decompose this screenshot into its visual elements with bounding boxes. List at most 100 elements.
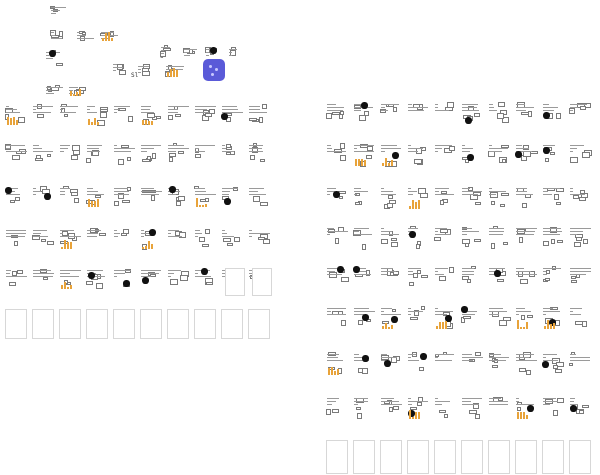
board-thumbnail[interactable] bbox=[542, 352, 564, 376]
board-thumbnail[interactable] bbox=[542, 440, 564, 474]
board-thumbnail[interactable] bbox=[86, 228, 108, 250]
board-thumbnail[interactable] bbox=[326, 306, 348, 330]
board-thumbnail[interactable] bbox=[434, 186, 456, 210]
board-thumbnail[interactable] bbox=[248, 228, 270, 250]
board-thumbnail[interactable] bbox=[205, 47, 221, 57]
board-thumbnail[interactable] bbox=[194, 228, 216, 250]
board-thumbnail[interactable] bbox=[353, 352, 375, 376]
board-thumbnail[interactable] bbox=[76, 30, 94, 42]
board-thumbnail[interactable] bbox=[248, 143, 270, 165]
board-thumbnail[interactable] bbox=[353, 143, 375, 167]
board-thumbnail[interactable] bbox=[569, 352, 591, 376]
board-thumbnail[interactable] bbox=[113, 309, 135, 339]
board-thumbnail[interactable] bbox=[434, 143, 456, 167]
board-thumbnail[interactable] bbox=[461, 226, 483, 250]
board-thumbnail[interactable] bbox=[569, 440, 591, 474]
board-thumbnail[interactable] bbox=[542, 186, 564, 210]
board-thumbnail[interactable] bbox=[542, 306, 564, 330]
board-thumbnail[interactable] bbox=[32, 228, 54, 250]
board-thumbnail[interactable] bbox=[140, 143, 162, 165]
board-thumbnail[interactable] bbox=[461, 186, 483, 210]
board-thumbnail[interactable] bbox=[50, 30, 68, 42]
board-thumbnail[interactable] bbox=[45, 85, 63, 97]
board-thumbnail[interactable] bbox=[353, 102, 375, 126]
board-thumbnail[interactable] bbox=[488, 102, 510, 126]
board-thumbnail[interactable] bbox=[248, 309, 270, 339]
board-thumbnail[interactable] bbox=[380, 440, 402, 474]
board-thumbnail[interactable] bbox=[32, 309, 54, 339]
board-thumbnail[interactable] bbox=[380, 306, 402, 330]
board-thumbnail[interactable] bbox=[32, 186, 54, 208]
board-thumbnail[interactable] bbox=[86, 268, 108, 290]
board-thumbnail[interactable] bbox=[488, 306, 511, 330]
board-thumbnail[interactable] bbox=[515, 143, 538, 167]
board-thumbnail[interactable] bbox=[569, 396, 591, 420]
board-thumbnail[interactable] bbox=[5, 309, 27, 339]
board-thumbnail[interactable] bbox=[542, 226, 564, 250]
board-thumbnail[interactable] bbox=[5, 228, 27, 250]
board-thumbnail[interactable] bbox=[353, 306, 375, 330]
board-thumbnail[interactable] bbox=[326, 143, 348, 167]
board-thumbnail[interactable] bbox=[248, 186, 270, 208]
board-thumbnail[interactable] bbox=[569, 186, 591, 210]
board-thumbnail[interactable] bbox=[32, 104, 54, 126]
board-thumbnail[interactable] bbox=[86, 104, 108, 126]
board-thumbnail[interactable] bbox=[434, 266, 456, 290]
board-thumbnail[interactable] bbox=[112, 62, 126, 76]
board-thumbnail[interactable] bbox=[515, 186, 537, 210]
board-thumbnail[interactable] bbox=[380, 186, 402, 210]
board-thumbnail[interactable] bbox=[380, 143, 402, 167]
board-thumbnail[interactable] bbox=[45, 50, 63, 72]
board-thumbnail[interactable] bbox=[326, 186, 348, 210]
board-thumbnail[interactable] bbox=[140, 228, 162, 250]
board-thumbnail[interactable] bbox=[488, 440, 510, 474]
board-thumbnail[interactable] bbox=[194, 143, 216, 165]
board-thumbnail[interactable] bbox=[488, 266, 510, 290]
board-thumbnail[interactable] bbox=[569, 143, 592, 167]
board-thumbnail[interactable] bbox=[515, 396, 537, 420]
board-thumbnail[interactable] bbox=[569, 306, 591, 330]
board-thumbnail[interactable] bbox=[194, 309, 216, 339]
board-thumbnail[interactable] bbox=[32, 143, 54, 165]
board-thumbnail[interactable] bbox=[461, 143, 483, 167]
board-thumbnail[interactable] bbox=[569, 226, 591, 250]
board-thumbnail[interactable] bbox=[5, 186, 27, 208]
board-thumbnail[interactable] bbox=[380, 102, 402, 126]
board-thumbnail[interactable] bbox=[228, 47, 244, 57]
board-thumbnail[interactable] bbox=[167, 143, 189, 165]
board-thumbnail[interactable] bbox=[542, 102, 564, 126]
board-thumbnail[interactable] bbox=[515, 440, 537, 474]
board-thumbnail[interactable] bbox=[488, 226, 510, 250]
board-thumbnail[interactable] bbox=[194, 104, 216, 126]
board-thumbnail[interactable] bbox=[59, 228, 81, 250]
board-thumbnail[interactable] bbox=[183, 47, 197, 57]
board-thumbnail[interactable] bbox=[221, 228, 243, 250]
board-thumbnail[interactable] bbox=[68, 85, 86, 97]
board-thumbnail[interactable] bbox=[515, 352, 537, 376]
board-thumbnail[interactable] bbox=[434, 306, 456, 330]
board-thumbnail[interactable] bbox=[407, 143, 429, 167]
board-thumbnail[interactable] bbox=[86, 143, 108, 165]
board-thumbnail[interactable] bbox=[515, 102, 537, 126]
board-thumbnail[interactable] bbox=[86, 309, 108, 339]
board-thumbnail[interactable] bbox=[488, 396, 510, 420]
board-thumbnail[interactable] bbox=[59, 309, 81, 339]
board-thumbnail[interactable] bbox=[515, 266, 537, 290]
board-thumbnail[interactable] bbox=[434, 440, 456, 474]
board-thumbnail[interactable] bbox=[353, 266, 375, 290]
board-thumbnail[interactable] bbox=[353, 396, 375, 420]
board-thumbnail[interactable] bbox=[194, 268, 216, 290]
board-thumbnail[interactable] bbox=[434, 102, 456, 126]
board-thumbnail[interactable] bbox=[326, 440, 348, 474]
board-thumbnail[interactable] bbox=[488, 352, 510, 376]
board-thumbnail[interactable] bbox=[542, 266, 564, 290]
board-thumbnail[interactable] bbox=[221, 309, 243, 339]
board-thumbnail[interactable] bbox=[407, 102, 429, 126]
board-thumbnail[interactable] bbox=[569, 102, 591, 126]
board-thumbnail[interactable] bbox=[461, 306, 483, 330]
board-thumbnail[interactable] bbox=[380, 266, 402, 290]
board-thumbnail[interactable] bbox=[407, 352, 429, 376]
board-thumbnail[interactable] bbox=[407, 440, 429, 474]
board-thumbnail[interactable] bbox=[542, 143, 564, 167]
board-thumbnail[interactable] bbox=[113, 228, 135, 250]
